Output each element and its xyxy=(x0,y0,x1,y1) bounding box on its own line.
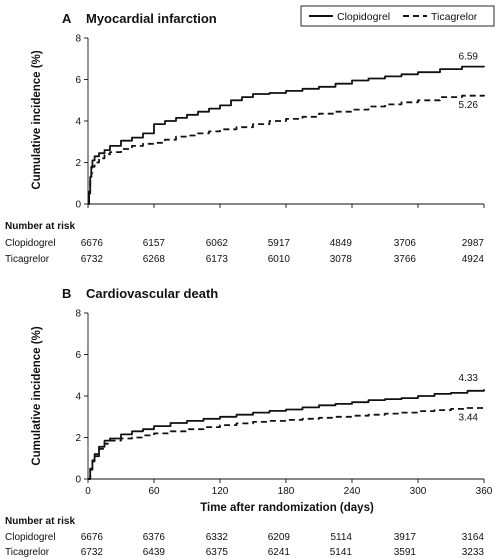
risk-table-a-value: 3078 xyxy=(330,254,353,265)
panel-b-series-clopidogrel xyxy=(88,389,485,480)
risk-table-b-value: 5141 xyxy=(330,547,353,558)
risk-table-b-group-clopidogrel: Clopidogrel xyxy=(5,532,56,543)
risk-table-b-value: 3917 xyxy=(394,532,417,543)
risk-table-b-header: Number at risk xyxy=(5,516,75,527)
panel-b-y-tick-label: 0 xyxy=(75,475,81,486)
panel-b-y-tick-label: 2 xyxy=(75,433,81,444)
panel-a-series-clopidogrel xyxy=(88,65,485,205)
risk-table-b-value: 3591 xyxy=(394,547,417,558)
panel-b-x-tick-label: 60 xyxy=(148,486,160,497)
panel-b-letter: B xyxy=(62,286,71,301)
panel-a-axes: 0 2 4 6 8 xyxy=(75,34,485,211)
panel-b-y-tick-label: 8 xyxy=(75,309,81,320)
risk-table-b-value: 6332 xyxy=(206,532,229,543)
risk-table-b-value: 6376 xyxy=(143,532,166,543)
legend: Clopidogrel Ticagrelor xyxy=(300,5,495,27)
panel-b-x-tick-label: 240 xyxy=(344,486,361,497)
risk-table-a-group-clopidogrel: Clopidogrel xyxy=(5,238,56,249)
panel-b-title: Cardiovascular death xyxy=(86,286,218,301)
risk-table-a-value: 6062 xyxy=(206,238,229,249)
risk-table-b-group-ticagrelor: Ticagrelor xyxy=(5,547,50,558)
risk-table-a-value: 6676 xyxy=(81,238,104,249)
risk-table-a-value: 5917 xyxy=(268,238,291,249)
risk-table-a-value: 6732 xyxy=(81,254,104,265)
panel-b-x-tick-label: 180 xyxy=(278,486,295,497)
panel-a-series: 6.59 5.26 xyxy=(88,51,485,205)
panel-b-axes: 0 2 4 6 8 0 60 120 180 240 300 360 xyxy=(75,309,492,498)
panel-b-y-tick-label: 4 xyxy=(75,392,81,403)
risk-table-b-value: 6676 xyxy=(81,532,104,543)
panel-b-end-label-ticagrelor: 3.44 xyxy=(459,413,479,424)
panel-a-y-axis-label: Cumulative incidence (%) xyxy=(31,50,43,189)
risk-table-a-value: 6268 xyxy=(143,254,166,265)
panel-a-y-tick-label: 0 xyxy=(75,200,81,211)
risk-table-a-value: 2987 xyxy=(462,238,485,249)
panel-b-x-tick-label: 360 xyxy=(476,486,493,497)
panel-a-title: Myocardial infarction xyxy=(86,11,217,26)
panel-b-y-axis-label: Cumulative incidence (%) xyxy=(31,326,43,465)
panel-b-x-tick-label: 300 xyxy=(410,486,427,497)
legend-label-clopidogrel: Clopidogrel xyxy=(337,11,390,23)
risk-table-a-header: Number at risk xyxy=(5,221,75,232)
panel-a-y-tick-label: 2 xyxy=(75,158,81,169)
panel-a-series-ticagrelor xyxy=(88,94,485,205)
legend-box xyxy=(300,5,495,27)
panel-a-end-label-clopidogrel: 6.59 xyxy=(459,51,479,62)
panel-a: A Myocardial infarction Cumulative incid… xyxy=(5,11,485,265)
panel-a-letter: A xyxy=(62,11,72,26)
panel-a-y-tick-label: 6 xyxy=(75,75,81,86)
risk-table-b-value: 3164 xyxy=(462,532,485,543)
risk-table-a-group-ticagrelor: Ticagrelor xyxy=(5,254,50,265)
panel-b-end-label-clopidogrel: 4.33 xyxy=(459,373,479,384)
legend-label-ticagrelor: Ticagrelor xyxy=(431,11,478,23)
panel-a-risk-table: Number at risk Clopidogrel Ticagrelor 66… xyxy=(5,221,484,265)
panel-b: B Cardiovascular death Cumulative incide… xyxy=(5,286,493,558)
risk-table-b-value: 6209 xyxy=(268,532,291,543)
risk-table-a-value: 6173 xyxy=(206,254,229,265)
risk-table-b-value: 6375 xyxy=(206,547,229,558)
risk-table-a-value: 4849 xyxy=(330,238,353,249)
panel-b-x-tick-label: 120 xyxy=(212,486,229,497)
panel-a-end-label-ticagrelor: 5.26 xyxy=(459,100,479,111)
risk-table-a-value: 3706 xyxy=(394,238,417,249)
panel-b-series: 4.33 3.44 xyxy=(88,373,485,480)
risk-table-b-value: 6241 xyxy=(268,547,291,558)
risk-table-a-value: 6010 xyxy=(268,254,291,265)
risk-table-a-value: 6157 xyxy=(143,238,166,249)
risk-table-b-value: 6439 xyxy=(143,547,166,558)
panel-a-y-tick-label: 8 xyxy=(75,34,81,45)
risk-table-b-value: 3233 xyxy=(462,547,485,558)
panel-b-x-tick-label: 0 xyxy=(85,486,91,497)
panel-b-risk-table: Number at risk Clopidogrel Ticagrelor 66… xyxy=(5,516,484,558)
risk-table-a-value: 4924 xyxy=(462,254,485,265)
panel-a-y-tick-label: 4 xyxy=(75,117,81,128)
panel-b-y-tick-label: 6 xyxy=(75,350,81,361)
risk-table-b-value: 6732 xyxy=(81,547,104,558)
risk-table-a-value: 3766 xyxy=(394,254,417,265)
panel-b-x-axis-label: Time after randomization (days) xyxy=(200,502,374,514)
risk-table-b-value: 5114 xyxy=(330,532,352,543)
panel-b-series-ticagrelor xyxy=(88,407,485,480)
